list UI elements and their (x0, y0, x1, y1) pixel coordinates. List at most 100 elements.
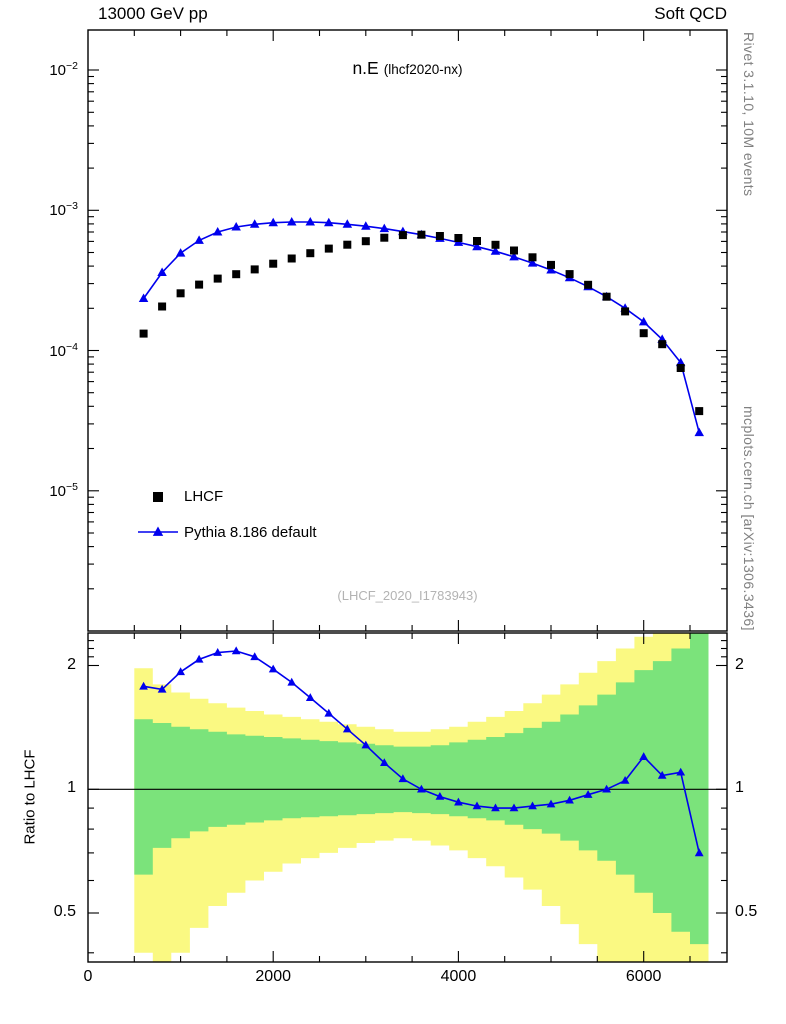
rivet-version-note: Rivet 3.1.10, 10M events (741, 32, 757, 197)
data-marker (417, 230, 426, 239)
ratio-frame (87, 632, 728, 963)
data-marker (232, 270, 241, 279)
ratio-mc-marker (528, 801, 537, 810)
data-marker (621, 307, 630, 316)
data-marker (343, 240, 352, 249)
ratio-mc-marker (231, 646, 241, 655)
mc-marker (490, 246, 501, 255)
histogram-id: (lhcf2020-nx) (383, 62, 463, 77)
ratio-mc-marker (380, 758, 389, 766)
data-marker (213, 274, 222, 283)
ratio-tick-label-right: 2 (735, 655, 744, 673)
mc-marker (472, 241, 482, 251)
process-group-label: Soft QCD (654, 4, 727, 23)
mc-marker (361, 221, 371, 230)
x-axis-tick-label: 0 (83, 968, 93, 985)
ratio-mc-marker (268, 664, 278, 673)
ratio-mc-marker (194, 654, 204, 663)
ratio-mc-marker (639, 752, 648, 760)
ratio-mc-marker (676, 767, 686, 776)
data-marker (398, 231, 407, 240)
mc-marker (546, 265, 556, 274)
data-marker (602, 292, 611, 301)
ratio-mc-marker (602, 784, 611, 793)
ratio-tick-label-right: 1 (735, 779, 744, 797)
mc-marker (212, 227, 223, 236)
mc-marker (287, 217, 297, 226)
ratio-mc-marker (361, 740, 371, 749)
y-axis-tick-label: 10−3 (49, 200, 78, 220)
data-marker (176, 289, 185, 298)
beam-energy-label: 13000 GeV pp (98, 4, 208, 23)
legend-mc-marker (152, 526, 164, 536)
ratio-mc-marker (287, 677, 297, 686)
ratio-mc-marker (509, 803, 519, 812)
x-axis-tick-label: 6000 (625, 968, 662, 985)
ratio-tick-label-left: 2 (67, 655, 76, 673)
data-marker (139, 329, 148, 338)
ratio-mc-marker (324, 708, 334, 717)
data-marker (510, 246, 518, 255)
data-marker (380, 233, 389, 242)
data-marker (658, 340, 667, 349)
data-marker (454, 234, 463, 242)
data-marker (287, 254, 296, 263)
ratio-mc-marker (454, 797, 463, 806)
ratio-tick-label-left: 0.5 (53, 903, 76, 920)
ratio-mc-marker (620, 776, 630, 784)
ratio-mc-marker (305, 693, 315, 701)
data-marker (306, 249, 315, 258)
data-marker (584, 280, 593, 289)
data-marker (676, 364, 685, 372)
y-axis-tick-label: 10−4 (49, 340, 78, 360)
mc-marker (379, 223, 390, 233)
y-axis-tick-label: 10−2 (49, 60, 78, 80)
observable-name: n.E (352, 58, 379, 78)
ratio-mc-marker (583, 790, 593, 798)
plot-title: n.E (lhcf2020-nx) (88, 58, 727, 79)
data-marker (269, 259, 278, 268)
ratio-mc-marker (546, 799, 556, 808)
data-marker (639, 329, 648, 338)
mc-marker (675, 357, 686, 367)
data-marker (361, 237, 370, 246)
x-axis-tick-label: 4000 (440, 968, 477, 985)
ratio-mc-marker (398, 774, 408, 783)
data-marker (491, 240, 500, 249)
ratio-mc-marker (139, 681, 148, 690)
y-axis-tick-label: 10−5 (49, 480, 78, 500)
mc-marker (694, 427, 704, 437)
data-marker (324, 244, 333, 253)
mc-marker (638, 316, 649, 326)
legend-data-marker (153, 492, 163, 502)
legend-label-data: LHCF (184, 488, 224, 505)
analysis-watermark: (LHCF_2020_I1783943) (337, 588, 478, 603)
mc-marker (231, 222, 241, 231)
ratio-mc-marker (342, 724, 352, 733)
mc-line (142, 221, 700, 433)
mc-marker (138, 293, 149, 302)
ratio-mc-marker (565, 795, 574, 804)
data-marker (547, 260, 555, 269)
mcplots-reference-note: mcplots.cern.ch [arXiv:1306.3436] (741, 406, 757, 631)
ratio-mc-marker (157, 684, 167, 693)
mc-marker (324, 217, 334, 227)
ratio-mc-marker (213, 648, 222, 656)
mc-marker (305, 217, 315, 226)
ratio-mc-marker (176, 667, 185, 676)
mc-marker (342, 219, 353, 228)
ratio-tick-label-left: 1 (67, 779, 76, 797)
legend-label-mc: Pythia 8.186 default (184, 524, 317, 541)
data-marker (528, 253, 537, 262)
data-marker (565, 270, 574, 279)
mc-marker (249, 219, 260, 228)
mc-marker (157, 267, 167, 276)
x-axis-tick-label: 2000 (255, 968, 291, 985)
ratio-mc-marker (250, 652, 260, 661)
main-frame (87, 29, 728, 632)
mc-marker (527, 258, 538, 267)
data-marker (695, 407, 704, 416)
ratio-mc-marker (472, 801, 482, 810)
